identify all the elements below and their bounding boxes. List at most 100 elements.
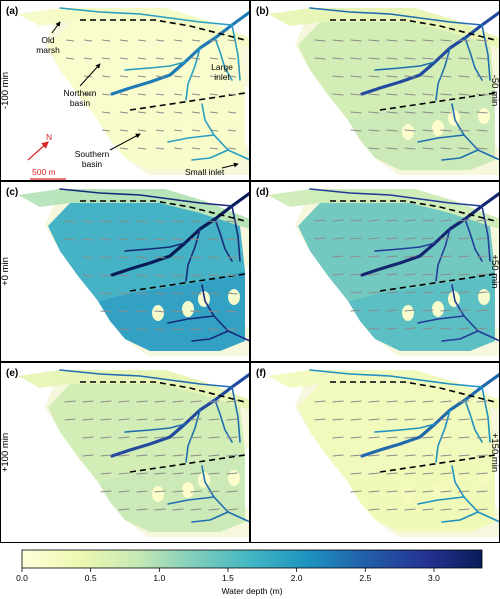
flow-arrow	[332, 418, 344, 421]
raised-mound	[402, 305, 414, 321]
northern-basin-label-1: Northern	[63, 88, 96, 98]
flow-arrow	[227, 147, 237, 150]
flow-arrow	[82, 238, 94, 241]
tidal-channel	[124, 61, 186, 71]
flow-arrow	[458, 147, 470, 150]
flow-arrow	[154, 436, 166, 439]
panel-time-label: -50 min	[489, 75, 500, 107]
old-marsh-area	[268, 8, 500, 48]
flow-arrow	[386, 57, 398, 60]
map-panel-b: (b) -50 min	[250, 0, 500, 181]
flow-arrow	[440, 57, 452, 60]
flow-arrow	[476, 309, 488, 312]
flow-arrow	[422, 255, 434, 258]
flow-arrow	[368, 327, 380, 330]
tidal-channel	[481, 24, 491, 81]
flow-arrow	[83, 39, 93, 42]
flow-arrow	[191, 93, 201, 96]
raised-mound	[478, 108, 490, 124]
flow-arrow	[208, 490, 220, 493]
flow-arrow	[386, 291, 398, 294]
flow-arrow	[458, 39, 470, 42]
old-marsh-area	[18, 189, 250, 229]
flow-arrow	[368, 93, 380, 96]
flow-arrow	[209, 75, 219, 78]
flow-arrow	[101, 111, 111, 114]
flow-arrow	[208, 274, 220, 277]
raised-mound	[478, 470, 490, 486]
panel-frame	[0, 181, 250, 362]
flow-arrow	[476, 400, 488, 403]
tidal-channel	[309, 7, 483, 26]
tidal-channel	[231, 24, 241, 81]
large-inlet-label-1: Large	[211, 62, 233, 72]
flow-arrow	[172, 274, 184, 277]
flow-arrow	[136, 436, 148, 439]
flow-arrow	[332, 400, 344, 403]
flow-arrow	[100, 310, 112, 313]
flow-arrow	[208, 454, 220, 457]
flow-arrow	[137, 111, 147, 114]
flow-arrow	[440, 147, 452, 150]
tidal-channel	[185, 228, 201, 282]
flow-arrow	[190, 418, 202, 421]
colorbar: 0.0 0.5 1.0 1.5 2.0 2.5 3.0 Water depth (m)	[16, 549, 483, 596]
southern-basin-water	[348, 271, 495, 351]
map-panel-f: (f) +150 min	[250, 362, 500, 543]
southern-basin-water	[348, 90, 495, 170]
flow-arrow	[100, 238, 112, 241]
flow-arrow	[190, 292, 202, 295]
flow-arrow	[458, 111, 470, 114]
raised-mound	[182, 482, 194, 498]
tidal-channel	[481, 205, 491, 262]
flow-arrow	[173, 129, 183, 132]
flow-vectors	[64, 220, 238, 331]
panel-time-label: +100 min	[0, 433, 11, 472]
flow-arrow	[350, 436, 362, 439]
flow-arrow	[155, 93, 165, 96]
northern-basin-water	[48, 384, 245, 482]
flow-arrow	[386, 400, 398, 403]
northern-boundary-dashed	[330, 200, 496, 222]
flow-arrow	[386, 327, 398, 330]
flow-arrow	[368, 418, 380, 421]
flow-vectors	[314, 219, 488, 330]
flow-arrow	[173, 93, 183, 96]
flow-arrow	[404, 129, 416, 132]
flow-arrow	[386, 39, 398, 42]
flow-arrow	[458, 327, 470, 330]
flow-arrow	[440, 436, 452, 439]
flow-arrow	[476, 508, 488, 511]
flow-arrow	[368, 129, 380, 132]
raised-mound	[432, 482, 444, 498]
flow-arrow	[458, 57, 470, 60]
flow-arrow	[209, 111, 219, 114]
raised-mound	[152, 305, 164, 321]
colorbar-tick-label: 0.5	[85, 573, 97, 583]
flow-arrow	[368, 472, 380, 475]
flow-arrow	[226, 490, 238, 493]
flow-arrow	[386, 129, 398, 132]
flow-arrow	[82, 418, 94, 421]
flow-arrow	[118, 274, 130, 277]
flow-arrow	[154, 292, 166, 295]
flow-arrow	[100, 292, 112, 295]
tidal-channel	[231, 205, 241, 262]
tidal-channel	[191, 149, 229, 161]
tidal-channel	[214, 399, 233, 443]
flow-arrow	[476, 490, 488, 493]
flow-arrow	[154, 472, 166, 475]
flow-arrow	[476, 237, 488, 240]
flow-arrow	[208, 292, 220, 295]
flow-arrow	[386, 75, 398, 78]
tidal-channel	[59, 369, 233, 388]
raised-mound	[152, 486, 164, 502]
flow-arrow	[368, 255, 380, 258]
flow-arrow	[440, 490, 452, 493]
flow-arrow	[136, 274, 148, 277]
flow-arrow	[440, 39, 452, 42]
flow-arrow	[208, 472, 220, 475]
flow-arrow	[440, 111, 452, 114]
flow-arrow	[404, 327, 416, 330]
flow-arrow	[64, 238, 76, 241]
